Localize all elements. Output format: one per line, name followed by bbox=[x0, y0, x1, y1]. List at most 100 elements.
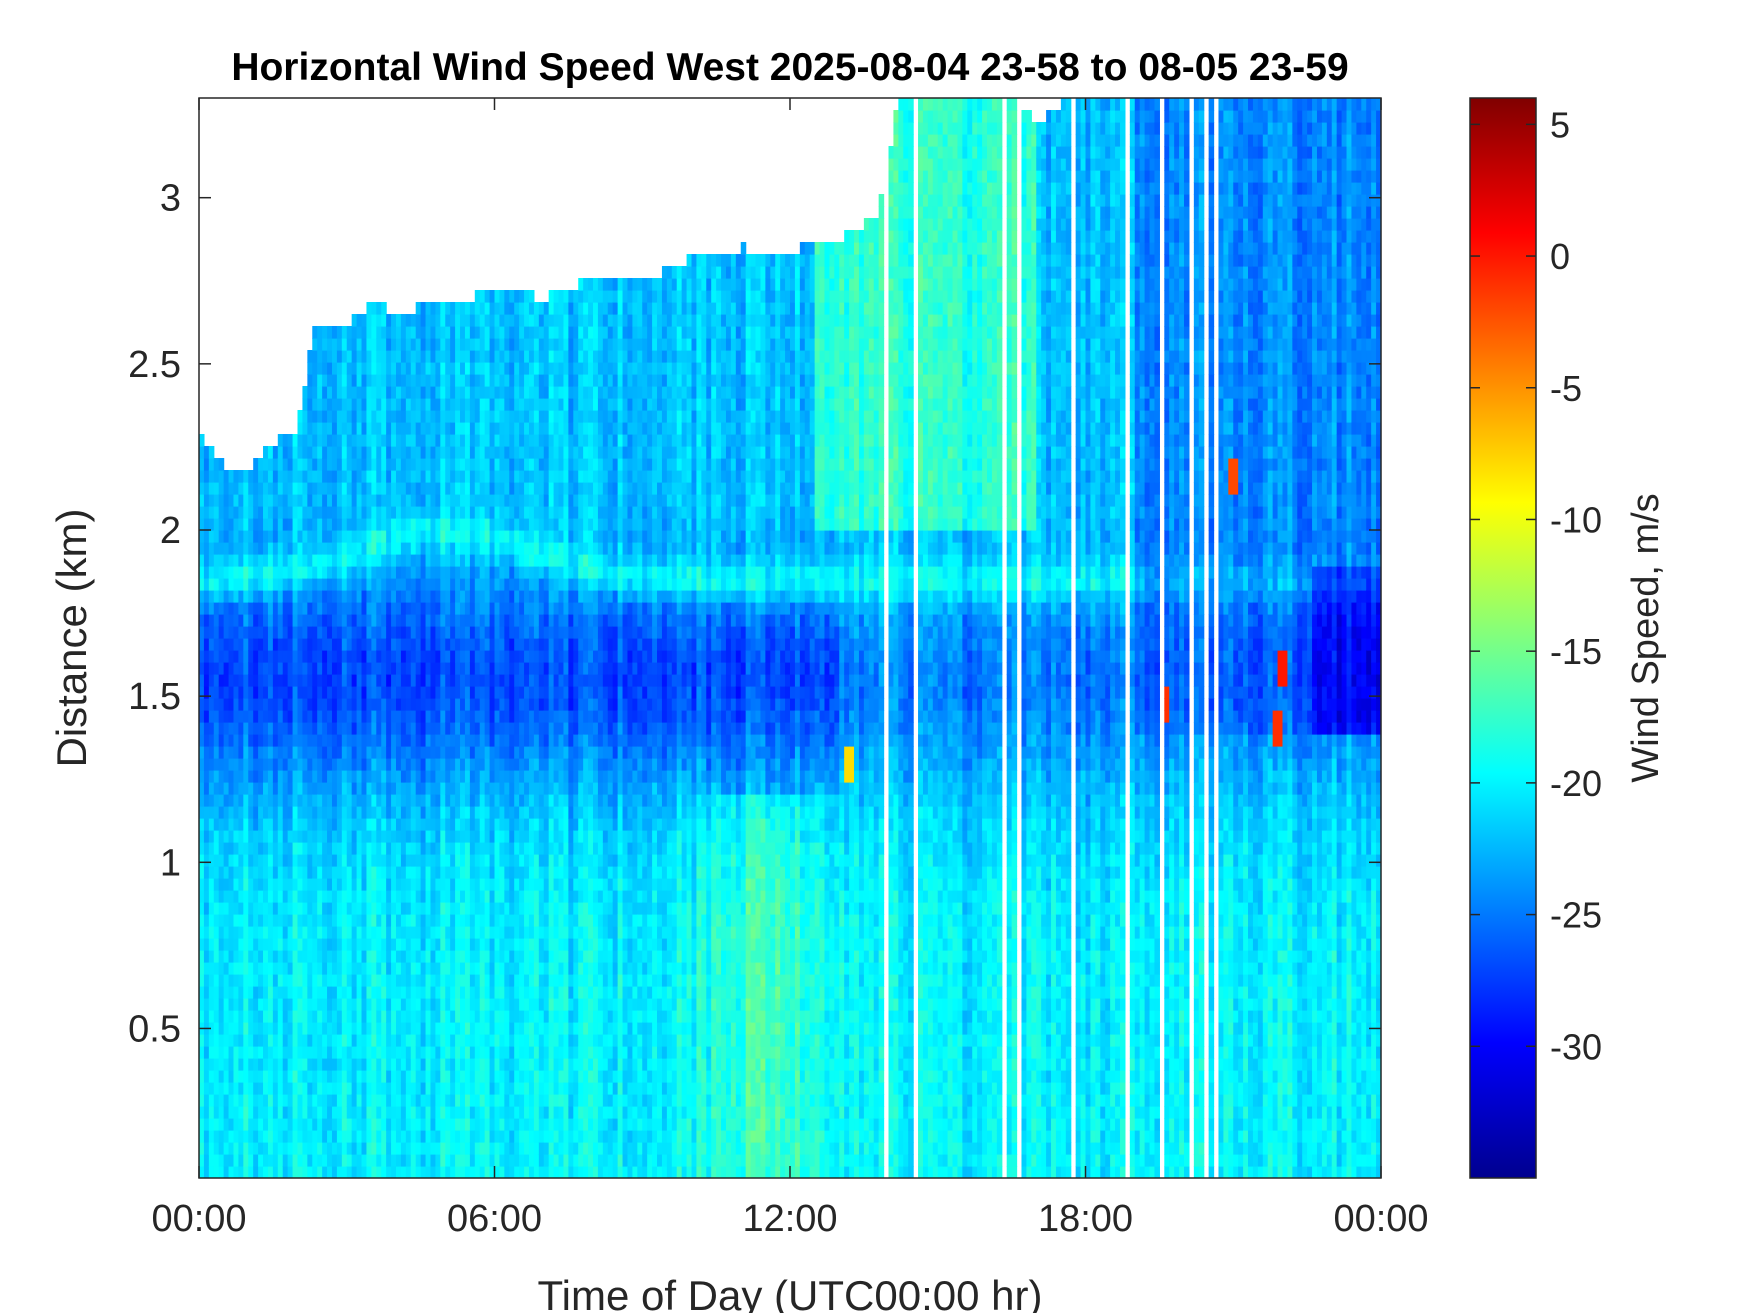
heatmap-cell bbox=[445, 374, 451, 387]
heatmap-cell bbox=[351, 362, 358, 375]
heatmap-cell bbox=[238, 590, 244, 603]
heatmap-cell bbox=[277, 686, 284, 699]
heatmap-cell bbox=[312, 398, 318, 411]
heatmap-cell bbox=[474, 602, 481, 615]
heatmap-cell bbox=[317, 662, 323, 675]
heatmap-cell bbox=[519, 926, 525, 939]
heatmap-cell bbox=[509, 446, 515, 459]
heatmap-cell bbox=[425, 746, 432, 759]
heatmap-cell bbox=[440, 338, 446, 351]
heatmap-cell bbox=[302, 590, 308, 603]
heatmap-cell bbox=[445, 530, 451, 543]
heatmap-cell bbox=[499, 530, 505, 543]
heatmap-cell bbox=[203, 830, 210, 843]
heatmap-cell bbox=[361, 890, 368, 903]
heatmap-cell bbox=[386, 434, 392, 447]
heatmap-cell bbox=[474, 662, 481, 675]
heatmap-cell bbox=[376, 374, 382, 387]
heatmap-cell bbox=[524, 1010, 530, 1023]
heatmap-cell bbox=[474, 374, 481, 387]
heatmap-cell bbox=[282, 650, 289, 663]
heatmap-cell bbox=[410, 1094, 417, 1107]
heatmap-cell bbox=[553, 938, 560, 951]
heatmap-cell bbox=[322, 482, 328, 495]
heatmap-cell bbox=[287, 1106, 294, 1119]
heatmap-cell bbox=[410, 854, 417, 867]
heatmap-cell bbox=[440, 998, 446, 1011]
heatmap-cell bbox=[243, 722, 249, 735]
heatmap-cell bbox=[218, 878, 225, 891]
heatmap-cell bbox=[356, 1118, 363, 1131]
heatmap-cell bbox=[415, 926, 422, 939]
heatmap-cell bbox=[415, 854, 422, 867]
heatmap-cell bbox=[533, 722, 540, 735]
heatmap-cell bbox=[327, 662, 333, 675]
heatmap-cell bbox=[469, 938, 476, 951]
heatmap-cell bbox=[538, 1034, 545, 1047]
heatmap-cell bbox=[351, 818, 358, 831]
heatmap-cell bbox=[366, 434, 372, 447]
heatmap-cell bbox=[425, 890, 432, 903]
heatmap-cell bbox=[322, 926, 328, 939]
heatmap-cell bbox=[376, 890, 382, 903]
heatmap-cell bbox=[213, 458, 220, 471]
heatmap-cell bbox=[386, 1058, 392, 1071]
heatmap-cell bbox=[327, 938, 333, 951]
heatmap-cell bbox=[410, 1034, 417, 1047]
heatmap-cell bbox=[199, 470, 205, 483]
heatmap-cell bbox=[435, 890, 441, 903]
heatmap-cell bbox=[538, 482, 545, 495]
heatmap-cell bbox=[484, 1166, 491, 1178]
heatmap-cell bbox=[312, 542, 318, 555]
heatmap-cell bbox=[538, 1142, 545, 1155]
heatmap-cell bbox=[499, 422, 505, 435]
heatmap-cell bbox=[479, 1130, 486, 1143]
heatmap-cell bbox=[450, 758, 456, 771]
heatmap-cell bbox=[218, 1046, 225, 1059]
heatmap-cell bbox=[238, 926, 244, 939]
heatmap-cell bbox=[312, 374, 318, 387]
heatmap-cell bbox=[435, 374, 441, 387]
heatmap-cell bbox=[440, 1166, 446, 1178]
heatmap-cell bbox=[331, 722, 338, 735]
heatmap-cell bbox=[440, 410, 446, 423]
heatmap-cell bbox=[415, 722, 422, 735]
heatmap-cell bbox=[233, 1130, 239, 1143]
heatmap-cell bbox=[484, 794, 491, 807]
heatmap-cell bbox=[396, 854, 402, 867]
heatmap-cell bbox=[218, 1154, 225, 1167]
heatmap-cell bbox=[400, 1046, 407, 1059]
heatmap-cell bbox=[381, 818, 387, 831]
heatmap-cell bbox=[391, 590, 397, 603]
heatmap-cell bbox=[494, 1082, 501, 1095]
heatmap-cell bbox=[331, 482, 338, 495]
heatmap-cell bbox=[199, 506, 205, 519]
heatmap-cell bbox=[538, 566, 545, 579]
heatmap-cell bbox=[366, 1142, 372, 1155]
heatmap-cell bbox=[435, 1094, 441, 1107]
heatmap-cell bbox=[253, 794, 259, 807]
heatmap-cell bbox=[528, 638, 535, 651]
heatmap-cell bbox=[331, 890, 338, 903]
heatmap-cell bbox=[504, 842, 510, 855]
heatmap-cell bbox=[548, 398, 555, 411]
heatmap-cell bbox=[263, 782, 269, 795]
heatmap-cell bbox=[208, 938, 215, 951]
heatmap-cell bbox=[233, 866, 239, 879]
heatmap-cell bbox=[538, 626, 545, 639]
heatmap-cell bbox=[509, 986, 515, 999]
heatmap-cell bbox=[405, 794, 412, 807]
heatmap-cell bbox=[253, 458, 259, 471]
heatmap-cell bbox=[391, 1058, 397, 1071]
heatmap-cell bbox=[400, 1022, 407, 1035]
heatmap-cell bbox=[548, 650, 555, 663]
heatmap-cell bbox=[504, 878, 510, 891]
heatmap-cell bbox=[445, 314, 451, 327]
heatmap-cell bbox=[307, 686, 313, 699]
heatmap-cell bbox=[509, 914, 515, 927]
heatmap-cell bbox=[381, 998, 387, 1011]
heatmap-cell bbox=[445, 830, 451, 843]
heatmap-cell bbox=[307, 1094, 313, 1107]
heatmap-cell bbox=[371, 530, 377, 543]
heatmap-cell bbox=[307, 698, 313, 711]
